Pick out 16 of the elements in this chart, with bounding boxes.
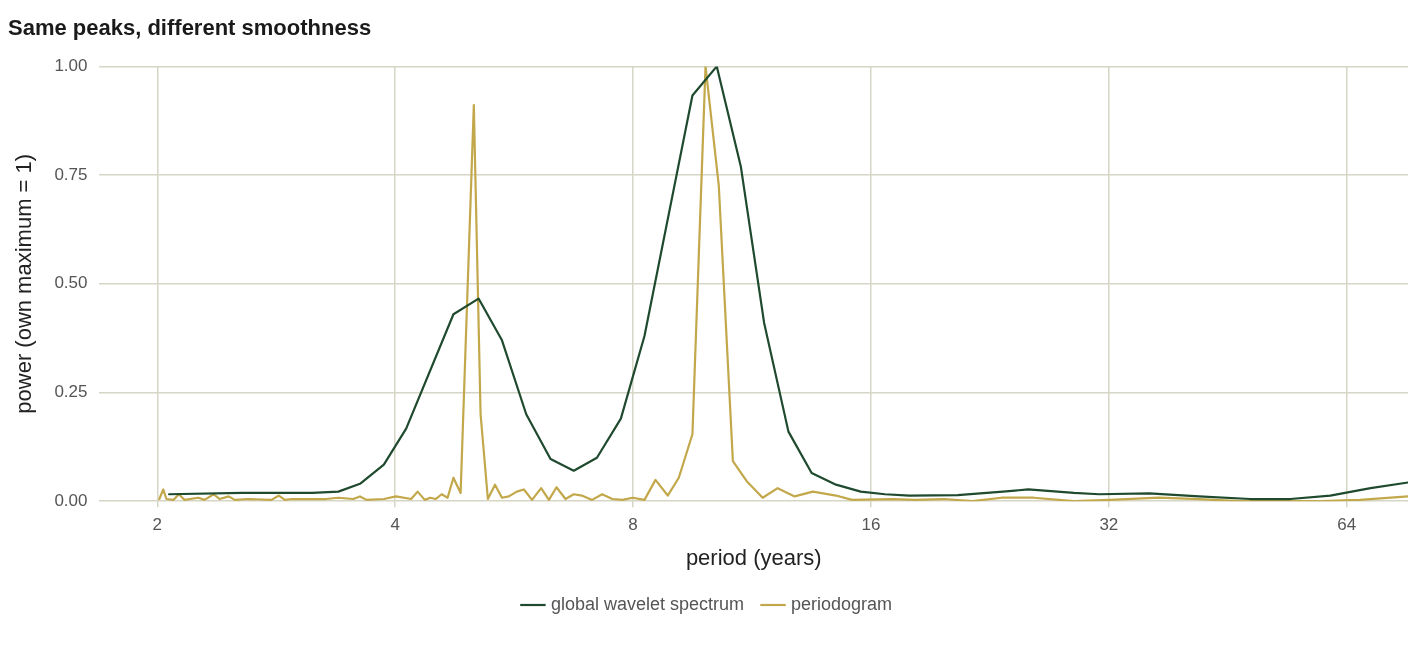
y-axis-title: power (own maximum = 1): [11, 153, 37, 414]
y-tick-label: 0.00: [54, 490, 88, 510]
x-tick-label: 32: [1099, 515, 1119, 535]
y-tick-label: 0.25: [54, 382, 88, 402]
y-tick-label: 0.75: [54, 164, 88, 184]
x-tick-label: 16: [861, 515, 881, 535]
x-tick-label: 2: [152, 515, 163, 535]
x-tick-label: 64: [1337, 515, 1357, 535]
x-axis-title: period (years): [685, 544, 822, 570]
chart-title: Same peaks, different smoothness: [8, 15, 372, 41]
legend-label: periodogram: [791, 593, 893, 614]
y-tick-label: 0.50: [54, 273, 88, 293]
x-tick-label: 8: [628, 515, 638, 535]
x-tick-label: 4: [390, 515, 400, 535]
y-tick-label: 1.00: [54, 56, 88, 76]
legend-label: global wavelet spectrum: [550, 593, 745, 614]
